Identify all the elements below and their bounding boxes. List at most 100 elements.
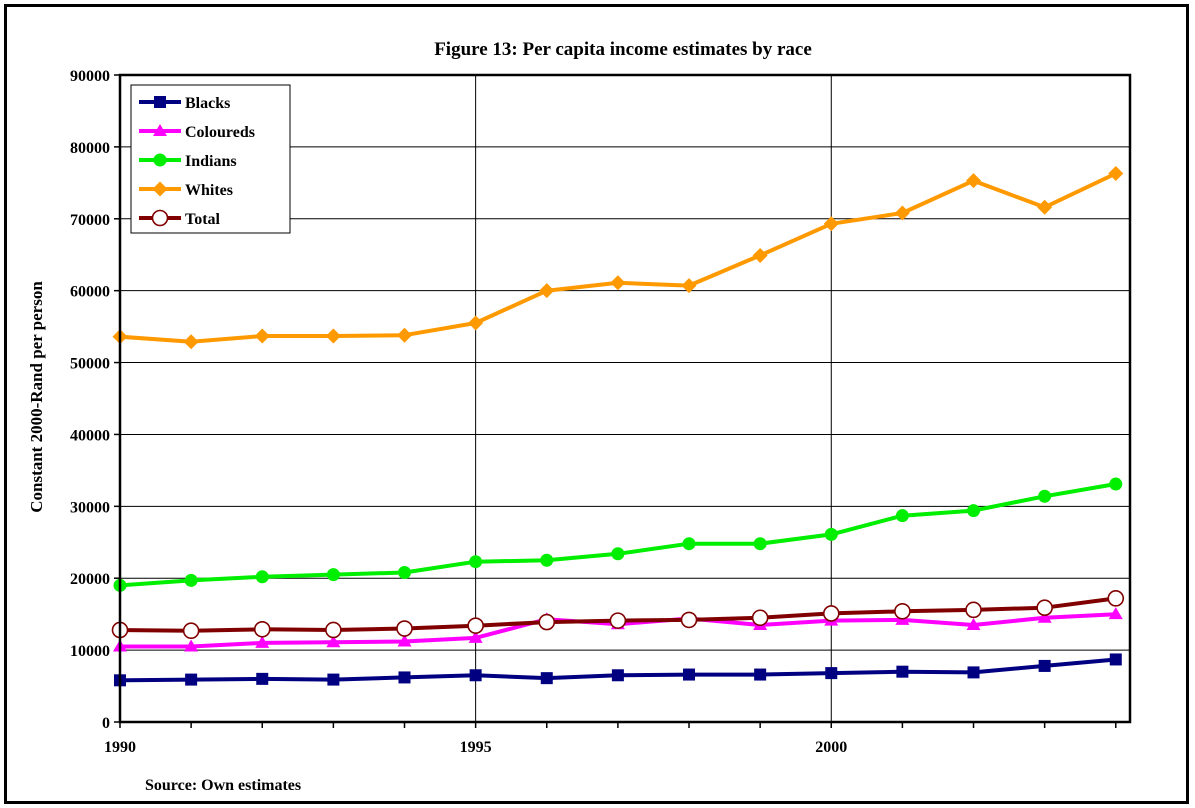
data-point-blacks (683, 668, 696, 681)
data-point-indians (469, 555, 483, 569)
data-point-whites (610, 275, 626, 291)
data-point-total (253, 620, 271, 638)
y-tick-label: 20000 (70, 571, 110, 588)
data-point-total (182, 622, 200, 640)
y-tick-label: 30000 (70, 499, 110, 516)
legend-marker-indians (153, 153, 167, 167)
series-blacks (114, 653, 1122, 687)
source-note: Source: Own estimates (145, 777, 301, 794)
data-point-coloureds (1037, 610, 1052, 623)
data-point-whites (1108, 165, 1124, 181)
y-tick-label: 0 (102, 715, 110, 732)
data-point-blacks (185, 673, 198, 686)
data-point-indians (824, 527, 838, 541)
data-point-indians (1038, 489, 1052, 503)
y-tick-label: 80000 (70, 140, 110, 157)
data-point-indians (398, 565, 412, 579)
data-point-blacks (967, 666, 980, 679)
data-point-indians (682, 537, 696, 551)
data-point-whites (966, 173, 982, 189)
data-point-total (325, 621, 342, 639)
data-point-blacks (754, 668, 767, 681)
data-point-blacks (540, 672, 553, 685)
data-point-blacks (398, 671, 411, 684)
data-point-whites (397, 327, 413, 343)
series-layer (111, 165, 1125, 687)
data-point-total (538, 613, 556, 631)
data-point-total (396, 620, 413, 637)
data-point-indians (753, 537, 767, 551)
data-point-blacks (256, 672, 269, 685)
data-point-blacks (1109, 653, 1122, 666)
data-point-whites (752, 247, 768, 263)
y-tick-label: 60000 (70, 284, 110, 301)
x-tick-label: 1995 (460, 739, 492, 756)
legend-marker-blacks (154, 96, 166, 108)
data-point-coloureds (397, 634, 412, 647)
data-point-indians (255, 570, 269, 584)
data-point-blacks (327, 673, 340, 686)
x-tick-label: 1990 (104, 739, 136, 756)
series-total (111, 590, 1125, 640)
legend-label-blacks: Blacks (185, 95, 230, 112)
legend-label-total: Total (185, 211, 221, 228)
data-point-total (1036, 599, 1053, 616)
y-tick-label: 70000 (70, 212, 110, 229)
data-point-total (609, 612, 627, 629)
data-point-total (1107, 590, 1125, 607)
x-tick-label: 2000 (815, 739, 847, 756)
series-indians (113, 477, 1123, 592)
data-point-whites (539, 283, 555, 299)
data-point-indians (895, 509, 909, 523)
x-axis-ticks: 1990 1995 2000 (104, 722, 1117, 756)
plot-border (118, 73, 1132, 724)
data-point-blacks (896, 665, 909, 678)
data-point-whites (681, 278, 697, 294)
data-point-coloureds (966, 617, 981, 630)
data-point-total (680, 611, 698, 629)
data-point-indians (611, 547, 625, 561)
legend-marker-coloureds (153, 124, 167, 136)
data-point-whites (823, 216, 839, 232)
legend-label-coloureds: Coloureds (185, 124, 255, 141)
chart-title: Figure 13: Per capita income estimates b… (434, 39, 812, 60)
y-tick-label: 40000 (70, 427, 110, 444)
y-tick-label: 90000 (70, 68, 110, 85)
legend-label-indians: Indians (185, 153, 237, 170)
data-point-coloureds (184, 639, 199, 652)
data-point-indians (1109, 477, 1123, 491)
data-point-total (467, 617, 484, 634)
data-point-total (751, 609, 769, 627)
data-point-whites (254, 328, 270, 344)
data-point-blacks (469, 669, 482, 682)
data-point-whites (325, 328, 341, 344)
legend-marker-total (151, 209, 169, 227)
data-point-blacks (1038, 659, 1051, 672)
data-point-coloureds (468, 630, 483, 643)
y-axis-label: Constant 2000-Rand per person (27, 281, 46, 513)
data-point-blacks (611, 669, 624, 682)
series-whites (112, 165, 1124, 350)
data-point-indians (967, 504, 981, 518)
data-point-coloureds (1108, 607, 1123, 620)
data-point-total (965, 601, 982, 619)
data-point-whites (1037, 199, 1053, 215)
data-point-indians (184, 573, 198, 587)
data-point-coloureds (326, 635, 341, 648)
y-axis-ticks: 0 10000 20000 30000 40000 50000 60000 70000 8000… (70, 68, 120, 732)
legend-label-whites: Whites (185, 182, 233, 199)
data-point-coloureds (255, 635, 270, 648)
y-tick-label: 10000 (70, 643, 110, 660)
y-tick-label: 50000 (70, 356, 110, 373)
data-point-indians (540, 553, 554, 567)
data-point-total (894, 602, 911, 620)
data-point-total (822, 605, 840, 622)
legend: Blacks Coloureds Indians Whites Total (130, 84, 291, 234)
data-point-indians (326, 568, 340, 582)
data-point-whites (894, 205, 910, 221)
data-point-whites (468, 315, 484, 331)
data-point-blacks (825, 667, 838, 680)
legend-marker-whites (152, 181, 168, 197)
data-point-whites (183, 334, 199, 350)
